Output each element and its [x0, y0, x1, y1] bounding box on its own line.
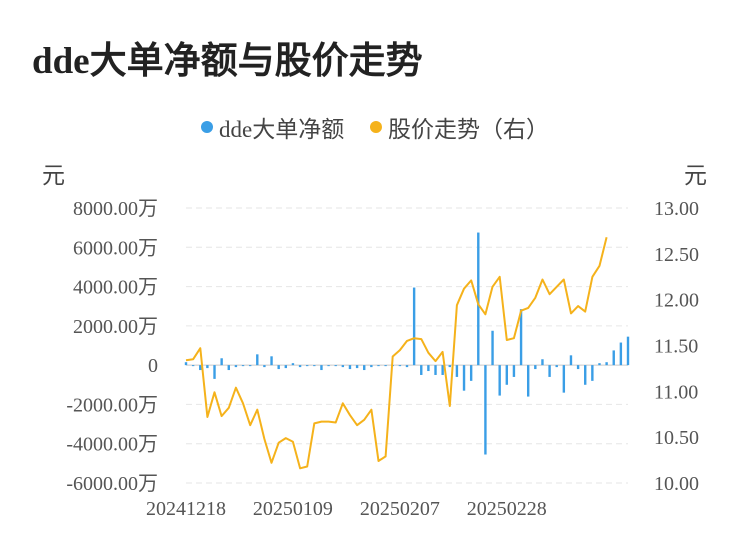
dde-bar [427, 365, 430, 372]
dde-bar [491, 330, 494, 366]
dde-bar [320, 365, 323, 371]
dde-bar [498, 365, 501, 396]
dde-bar [412, 287, 416, 366]
dde-bar [199, 365, 202, 371]
dde-bar [484, 365, 487, 455]
dde-bar [477, 232, 480, 366]
dde-bar [248, 365, 252, 367]
chart-title: dde大单净额与股价走势 [32, 41, 423, 82]
left-tick-label: 0 [148, 355, 158, 377]
right-tick-label: 11.00 [654, 381, 698, 403]
dde-bar [184, 362, 188, 366]
dde-bar [576, 365, 580, 370]
price-line [185, 237, 608, 470]
dde-bar [355, 365, 359, 369]
legend-dot-dde [201, 121, 214, 133]
dde-bar [448, 365, 451, 368]
legend-label-price: 股价走势（右） [387, 117, 549, 142]
dde-bar [284, 365, 288, 369]
dde-bar [519, 309, 523, 366]
right-tick-label: 12.50 [654, 244, 699, 266]
x-tick-label: 20241218 [146, 498, 226, 520]
dde-bar [348, 365, 352, 370]
right-tick-label: 11.50 [654, 336, 698, 358]
right-tick-label: 12.00 [654, 290, 699, 312]
x-tick-label: 20250207 [360, 498, 440, 520]
dde-bar [327, 365, 330, 367]
dde-bar [548, 365, 551, 377]
left-tick-label: -6000.00万 [66, 473, 158, 495]
left-axis-unit: 元 [42, 163, 65, 188]
dde-bar [256, 354, 259, 366]
dde-bar [441, 365, 444, 375]
dde-bar [277, 365, 280, 370]
dde-bar [455, 365, 459, 377]
dde-bar [363, 365, 366, 371]
x-tick-label: 20250228 [467, 498, 547, 520]
dde-bar [334, 365, 337, 367]
legend-label-dde: dde大单净额 [219, 117, 345, 142]
dde-bar [512, 365, 516, 377]
dde-bar [505, 365, 509, 385]
dde-bar [619, 342, 623, 366]
left-tick-label: 2000.00万 [73, 316, 158, 338]
dde-bar [384, 365, 387, 367]
dde-bar [469, 365, 473, 381]
dde-bar [341, 365, 345, 368]
dde-bar [291, 363, 295, 366]
left-tick-label: 6000.00万 [73, 237, 158, 259]
dde-bar [398, 365, 402, 367]
dde-bar [405, 365, 409, 368]
x-tick-label: 20250109 [253, 498, 333, 520]
dde-bar [227, 365, 230, 371]
dde-bar [605, 362, 608, 366]
legend-item-price[interactable]: 股价走势（右） [369, 110, 549, 144]
dde-bar [234, 365, 238, 368]
right-axis-unit: 元 [684, 163, 707, 188]
legend-dot-price [369, 121, 382, 133]
right-tick-label: 10.50 [654, 427, 699, 449]
left-tick-label: -2000.00万 [66, 394, 158, 416]
left-tick-label: -4000.00万 [66, 434, 158, 456]
dde-bar [591, 365, 594, 381]
dde-bar [598, 363, 601, 366]
dde-bar [313, 365, 316, 367]
right-tick-label: 10.00 [654, 473, 699, 495]
dde-bar [220, 358, 223, 366]
left-tick-label: 4000.00万 [73, 277, 158, 299]
dde-bar [434, 365, 437, 375]
left-tick-label: 8000.00万 [73, 198, 158, 220]
dde-bar [569, 355, 573, 366]
dde-bar [541, 359, 544, 366]
legend-item-dde[interactable]: dde大单净额 [201, 110, 344, 144]
dde-bar [191, 365, 195, 367]
dde-bar [270, 356, 273, 366]
dde-bar [213, 365, 216, 379]
dde-bar [562, 365, 566, 393]
dde-bar [241, 365, 245, 367]
dde-bar [555, 365, 558, 368]
chart-legend: dde大单净额 股价走势（右） [0, 110, 750, 144]
dde-bar [263, 365, 266, 368]
dde-bar [534, 365, 537, 370]
right-tick-label: 13.00 [654, 198, 699, 220]
dde-bar [526, 365, 530, 397]
dde-bar [420, 365, 423, 375]
dde-bar [626, 336, 630, 366]
dde-bar [584, 365, 587, 385]
dde-bar [298, 365, 302, 368]
dde-bar [462, 365, 466, 391]
dde-bar [206, 365, 209, 369]
dde-bar [612, 350, 615, 366]
dde-bar [370, 365, 373, 368]
dde-bar [305, 365, 309, 367]
dde-bar [377, 365, 380, 367]
